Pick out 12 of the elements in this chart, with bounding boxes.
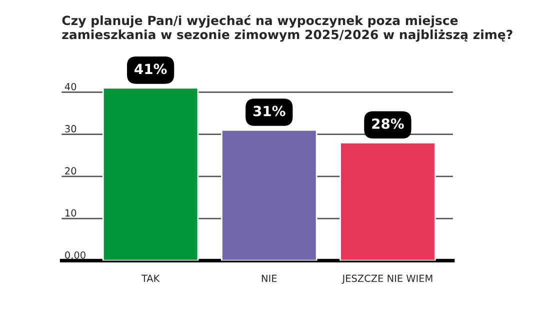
chart-title: Czy planuje Pan/i wyjechać na wypoczynek poza miejsce zamieszkania w sezonie zimowym 2025/2026 w najbliższą zimę? bbox=[62, 14, 512, 42]
data-label: 28% bbox=[372, 118, 404, 129]
y-tick-label: 10 bbox=[65, 209, 76, 217]
x-tick-label: NIE bbox=[262, 274, 277, 282]
data-label: 41% bbox=[134, 64, 167, 74]
y-tick-label: 20 bbox=[65, 167, 76, 175]
data-label: 31% bbox=[253, 106, 286, 116]
y-tick-label: 40 bbox=[64, 82, 76, 90]
x-tick-label: TAK bbox=[141, 274, 160, 282]
x-tick-label: JESZCZE NIE WIEM bbox=[342, 274, 432, 284]
y-tick-label: 0,00 bbox=[65, 251, 86, 260]
y-tick-label: 30 bbox=[65, 125, 76, 132]
